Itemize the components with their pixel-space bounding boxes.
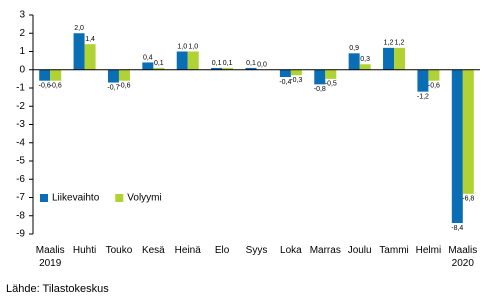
y-tick-label: -3 <box>16 119 25 130</box>
bar <box>50 69 62 81</box>
value-label: 0,3 <box>360 56 370 63</box>
legend-swatch <box>115 194 124 202</box>
bar <box>211 67 223 70</box>
value-label: 0,1 <box>246 60 256 67</box>
bar <box>279 69 291 78</box>
bar <box>325 69 337 79</box>
y-tick-label: -1 <box>16 83 25 94</box>
legend-label: Volyymi <box>127 193 161 204</box>
value-label: 0,1 <box>154 60 164 67</box>
value-label: -0,3 <box>290 77 302 84</box>
value-label: -0,6 <box>118 83 130 90</box>
value-label: 2,0 <box>74 25 84 32</box>
x-tick-label: Elo <box>215 245 230 256</box>
value-label: -0,6 <box>39 83 51 90</box>
bar <box>118 69 130 81</box>
value-label: 1,4 <box>85 36 95 43</box>
bar <box>153 67 165 70</box>
x-tick-label: Syys <box>246 245 268 256</box>
y-tick-label: -7 <box>16 192 25 203</box>
value-label: -0,8 <box>314 86 326 93</box>
x-tick-label: Kesä <box>142 245 165 256</box>
bar <box>107 69 119 83</box>
bar <box>417 69 429 92</box>
x-tick-label: Loka <box>280 245 302 256</box>
bar <box>245 67 257 70</box>
bar <box>394 47 406 70</box>
x-tick-label: Marras <box>310 245 341 256</box>
y-tick-label: -5 <box>16 156 25 167</box>
value-label: -0,6 <box>428 83 440 90</box>
value-label: -0,5 <box>325 81 337 88</box>
value-label: -1,2 <box>417 93 429 100</box>
bar <box>462 69 474 194</box>
bar <box>383 47 395 70</box>
bar <box>187 51 199 70</box>
y-tick-label: 3 <box>19 10 25 21</box>
bar <box>142 62 154 70</box>
value-label: 0,4 <box>143 54 153 61</box>
bar <box>39 69 51 81</box>
y-tick-label: -8 <box>16 210 25 221</box>
bar <box>73 33 85 70</box>
value-label: 1,0 <box>188 43 198 50</box>
value-label: 0,9 <box>349 45 359 52</box>
bar <box>348 53 360 70</box>
value-label: 1,0 <box>177 43 187 50</box>
y-tick-label: -9 <box>16 229 25 240</box>
legend-label: Liikevaihto <box>52 193 100 204</box>
y-tick-label: 1 <box>19 46 25 57</box>
bar <box>451 69 463 224</box>
x-tick-label: Maalis 2019 <box>36 245 65 269</box>
bar <box>428 69 440 81</box>
y-tick-label: -6 <box>16 174 25 185</box>
bar <box>222 67 234 70</box>
x-tick-label: Huhti <box>73 245 96 256</box>
value-label: -0,7 <box>107 84 119 91</box>
x-tick-label: Tammi <box>379 245 408 256</box>
bar <box>290 69 302 76</box>
source: Lähde: Tilastokeskus <box>6 283 109 295</box>
x-tick-label: Joulu <box>348 245 372 256</box>
bar <box>84 44 96 70</box>
bar <box>314 69 326 85</box>
value-label: 1,2 <box>384 40 394 47</box>
value-label: 0,0 <box>257 62 267 69</box>
x-tick-label: Touko <box>106 245 133 256</box>
value-label: -0,6 <box>50 83 62 90</box>
x-tick-label: Helmi <box>416 245 442 256</box>
value-label: 0,1 <box>212 60 222 67</box>
legend-swatch <box>40 194 48 202</box>
bar <box>359 64 371 70</box>
y-tick-label: 2 <box>19 28 25 39</box>
y-tick-label: 0 <box>19 64 25 75</box>
value-label: 1,2 <box>395 40 405 47</box>
value-label: -8,4 <box>451 225 463 232</box>
y-tick-label: -4 <box>16 137 25 148</box>
x-tick-label: Heinä <box>175 245 202 256</box>
x-tick-label: Maalis 2020 <box>448 245 477 269</box>
value-label: -6,8 <box>462 196 474 203</box>
value-label: 0,1 <box>223 60 233 67</box>
bar <box>176 51 188 70</box>
value-label: -0,4 <box>279 79 291 86</box>
y-tick-label: -2 <box>16 101 25 112</box>
